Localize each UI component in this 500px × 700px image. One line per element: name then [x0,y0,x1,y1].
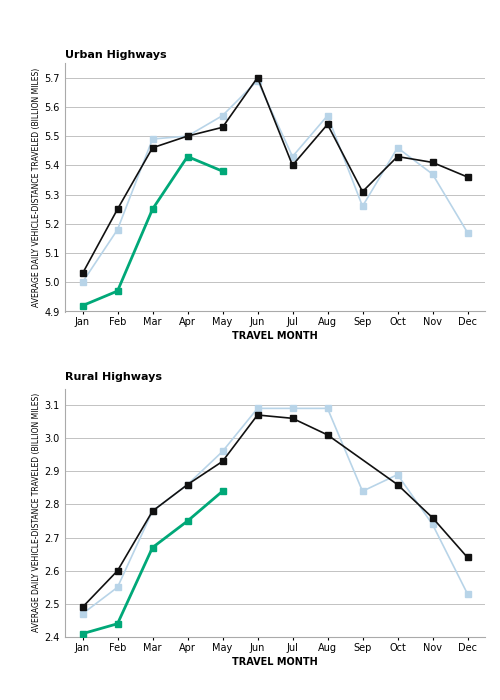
Text: Urban Highways: Urban Highways [65,50,166,60]
Text: Rural Highways: Rural Highways [65,372,162,382]
Y-axis label: AVERAGE DAILY VEHICLE-DISTANCE TRAVELED (BILLION MILES): AVERAGE DAILY VEHICLE-DISTANCE TRAVELED … [32,68,41,307]
X-axis label: TRAVEL MONTH: TRAVEL MONTH [232,657,318,666]
X-axis label: TRAVEL MONTH: TRAVEL MONTH [232,331,318,341]
Y-axis label: AVERAGE DAILY VEHICLE-DISTANCE TRAVELED (BILLION MILES): AVERAGE DAILY VEHICLE-DISTANCE TRAVELED … [32,393,41,632]
